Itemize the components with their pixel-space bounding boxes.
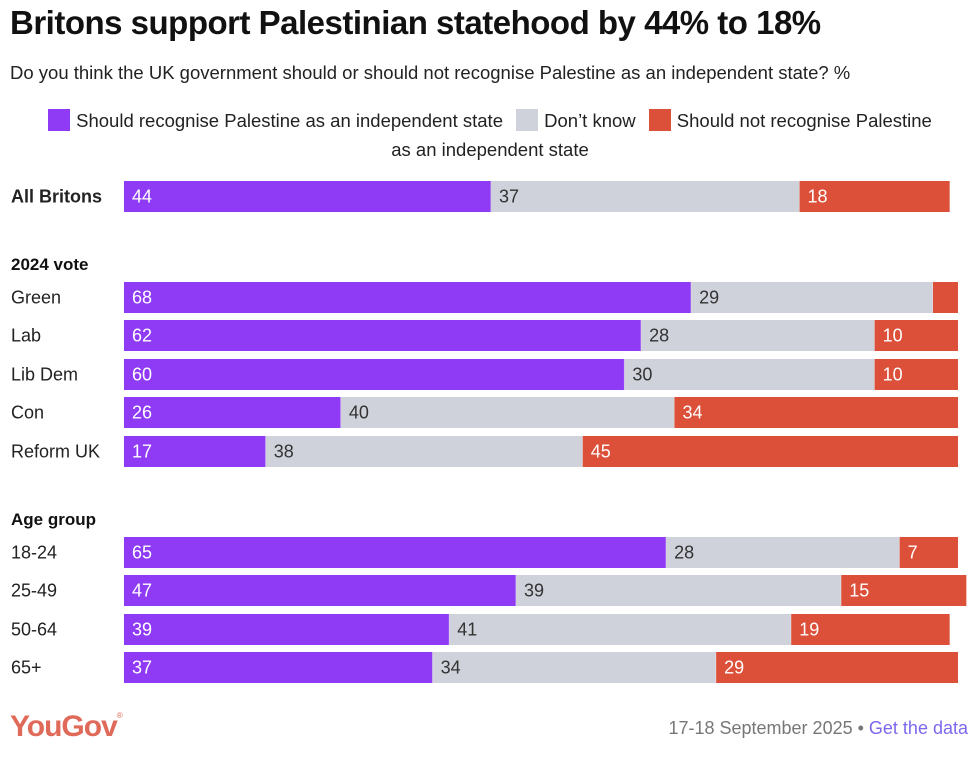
bar-segment [124, 436, 266, 467]
footer-source: 17-18 September 2025 • Get the data [668, 718, 968, 739]
data-label: 10 [883, 326, 903, 346]
data-label: 65 [132, 543, 152, 563]
data-label: 28 [649, 326, 669, 346]
bar-segment [582, 436, 958, 467]
legend: Should recognise Palestine as an indepen… [10, 106, 970, 164]
data-label: 15 [849, 581, 869, 601]
chart-title: Britons support Palestinian statehood by… [10, 4, 821, 41]
chart-subtitle: Do you think the UK government should or… [10, 62, 851, 83]
data-label: 7 [908, 543, 918, 563]
bar-segment [340, 397, 675, 428]
data-label: 45 [591, 442, 611, 462]
registered-mark: ® [116, 711, 123, 720]
bar-segment [641, 320, 875, 351]
footer-separator: • [852, 718, 869, 738]
group-heading: Age group [11, 510, 96, 529]
bar-segment [841, 575, 967, 606]
row-label: Reform UK [11, 442, 100, 462]
data-label: 38 [274, 442, 294, 462]
data-label: 19 [799, 620, 819, 640]
legend-item-should-recognise: Should recognise Palestine as an indepen… [48, 106, 503, 135]
bar-segment [624, 359, 875, 390]
data-label: 44 [132, 187, 152, 207]
stacked-bar-chart: All Britons 44 37 18 2024 vote Green 68 29 Lab 62… [11, 181, 967, 683]
row-label: 18-24 [11, 543, 57, 563]
bar-segment [716, 652, 958, 683]
data-label: 62 [132, 326, 152, 346]
get-the-data-link[interactable]: Get the data [868, 718, 968, 738]
bar-segment [124, 359, 625, 390]
data-label: 39 [524, 581, 544, 601]
row-label: Lib Dem [11, 365, 78, 385]
row-label: All Britons [11, 187, 102, 207]
bar-segment [124, 537, 667, 568]
row-label: Lab [11, 326, 41, 346]
legend-label-should-recognise: Should recognise Palestine as an indepen… [76, 110, 503, 131]
bar-segment [265, 436, 583, 467]
data-label: 29 [699, 288, 719, 308]
yougov-logo: YouGov® [10, 710, 123, 744]
bar-segment [666, 537, 900, 568]
group-heading: 2024 vote [11, 255, 89, 274]
bar-segment [124, 282, 692, 313]
brand-name: YouGov [10, 710, 118, 743]
row-label: 65+ [11, 658, 42, 678]
data-label: 60 [132, 365, 152, 385]
row-label: Con [11, 403, 44, 423]
bar-segment [691, 282, 933, 313]
data-label: 39 [132, 620, 152, 640]
bar-segment [449, 614, 792, 645]
data-label: 41 [457, 620, 477, 640]
bar-segment [490, 181, 800, 212]
row-label: Green [11, 288, 61, 308]
data-label: 34 [682, 403, 702, 423]
bar-segment [791, 614, 950, 645]
bar-segment [932, 282, 958, 313]
data-label: 10 [883, 365, 903, 385]
data-label: 34 [441, 658, 461, 678]
bar-segment [124, 575, 516, 606]
legend-swatch-should-not-recognise [648, 109, 671, 131]
bar-segment [874, 320, 958, 351]
data-label: 40 [349, 403, 369, 423]
legend-swatch-should-recognise [48, 109, 71, 131]
legend-label-continuation: as an independent state [391, 139, 589, 160]
legend-item-dont-know: Don’t know [516, 106, 636, 135]
survey-date: 17-18 September 2025 [668, 718, 853, 738]
bar-segment [124, 614, 450, 645]
data-label: 68 [132, 288, 152, 308]
data-label: 17 [132, 442, 152, 462]
bar-segment [874, 359, 958, 390]
legend-item-should-not-recognise: Should not recognise Palestine [648, 106, 932, 135]
row-label: 25-49 [11, 581, 57, 601]
bar-segment [124, 652, 433, 683]
bar-segment [432, 652, 717, 683]
bar-segment [515, 575, 842, 606]
data-label: 18 [808, 187, 828, 207]
legend-label-should-not-recognise: Should not recognise Palestine [676, 110, 932, 131]
bar-segment [799, 181, 950, 212]
data-label: 28 [674, 543, 694, 563]
data-label: 26 [132, 403, 152, 423]
bar-segment [124, 397, 341, 428]
bar-segment [124, 181, 491, 212]
data-label: 47 [132, 581, 152, 601]
legend-swatch-dont-know [516, 109, 539, 131]
bar-segment [674, 397, 958, 428]
bar-segment [899, 537, 958, 568]
data-label: 30 [632, 365, 652, 385]
bar-segment [124, 320, 642, 351]
data-label: 37 [499, 187, 519, 207]
legend-label-dont-know: Don’t know [544, 110, 636, 131]
row-label: 50-64 [11, 620, 57, 640]
data-label: 37 [132, 658, 152, 678]
data-label: 29 [724, 658, 744, 678]
